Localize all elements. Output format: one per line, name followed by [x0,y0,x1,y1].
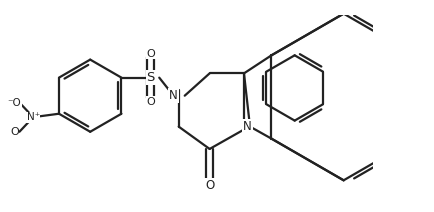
Text: O: O [146,97,155,107]
Text: N⁺: N⁺ [26,112,40,122]
Text: O: O [10,127,19,137]
Text: N: N [169,89,178,102]
Text: N: N [243,120,252,133]
Text: ⁻O: ⁻O [7,98,21,107]
Text: O: O [146,49,155,59]
Text: S: S [146,71,155,84]
Text: O: O [205,179,214,191]
